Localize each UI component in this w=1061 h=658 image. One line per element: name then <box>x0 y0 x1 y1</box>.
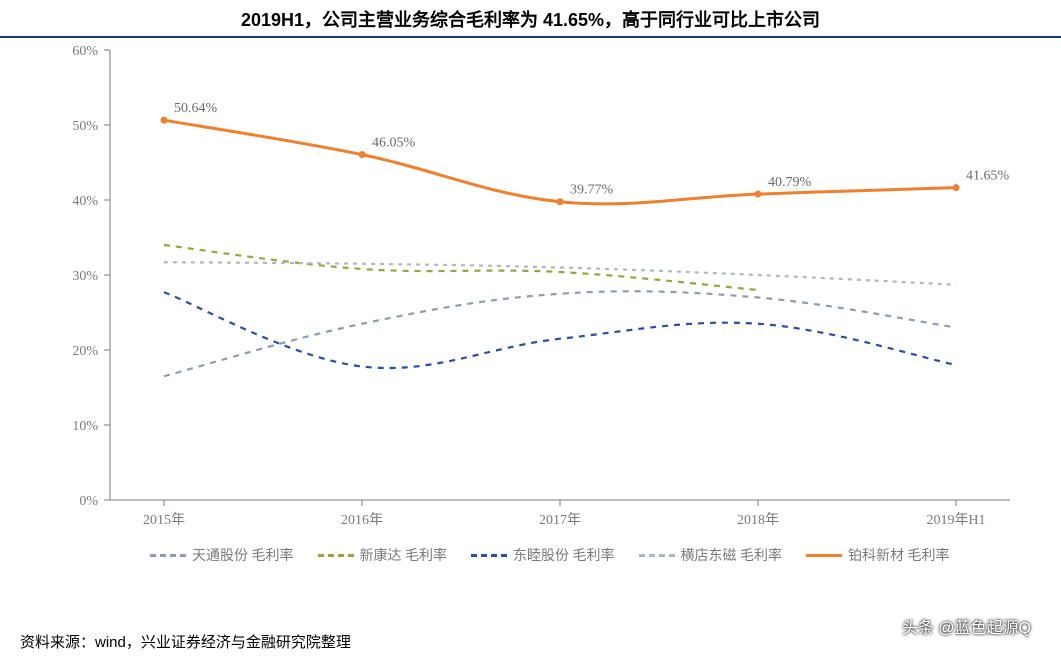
series-line <box>164 262 956 285</box>
svg-text:10%: 10% <box>72 419 98 434</box>
svg-text:2018年: 2018年 <box>737 512 779 528</box>
page-title: 2019H1，公司主营业务综合毛利率为 41.65%，高于同行业可比上市公司 <box>0 0 1061 38</box>
svg-text:2016年: 2016年 <box>341 512 383 528</box>
svg-text:20%: 20% <box>72 344 98 359</box>
legend-item: 天通股份 毛利率 <box>150 545 294 565</box>
legend-item: 铂科新材 毛利率 <box>806 545 950 565</box>
watermark: 头条 @蓝色起源Q <box>902 614 1031 638</box>
series-line <box>164 120 956 204</box>
legend: 天通股份 毛利率 新康达 毛利率 东睦股份 毛利率 横店东磁 毛利率 铂科新材 毛利率 <box>150 545 950 565</box>
svg-text:50%: 50% <box>72 119 98 134</box>
chart-container: 0% 10% 20% 30% 40% 50% 60% 2015年 2016年 2017年 2018年… <box>40 40 1020 580</box>
legend-item: 横店东磁 毛利率 <box>639 545 783 565</box>
svg-text:40.79%: 40.79% <box>768 175 812 190</box>
series-line <box>164 292 956 368</box>
legend-swatch <box>639 554 675 557</box>
svg-text:2017年: 2017年 <box>539 512 581 528</box>
svg-text:41.65%: 41.65% <box>966 169 1010 184</box>
series-line <box>164 291 956 376</box>
svg-text:46.05%: 46.05% <box>372 136 416 151</box>
legend-item: 东睦股份 毛利率 <box>471 545 615 565</box>
svg-text:40%: 40% <box>72 194 98 209</box>
legend-label: 新康达 毛利率 <box>360 545 448 565</box>
legend-swatch <box>150 554 186 557</box>
legend-item: 新康达 毛利率 <box>318 545 448 565</box>
svg-text:2019年H1: 2019年H1 <box>926 512 985 528</box>
line-chart: 0% 10% 20% 30% 40% 50% 60% 2015年 2016年 2017年 2018年… <box>40 40 1020 580</box>
source-line: 资料来源：wind，兴业证券经济与金融研究院整理 <box>20 631 351 652</box>
legend-label: 天通股份 毛利率 <box>192 545 294 565</box>
legend-label: 横店东磁 毛利率 <box>681 545 783 565</box>
svg-text:39.77%: 39.77% <box>570 183 614 198</box>
legend-swatch <box>806 554 842 557</box>
svg-text:30%: 30% <box>72 269 98 284</box>
legend-label: 铂科新材 毛利率 <box>848 545 950 565</box>
svg-text:0%: 0% <box>79 494 98 509</box>
legend-swatch <box>471 554 507 557</box>
svg-text:50.64%: 50.64% <box>174 101 218 116</box>
series-line <box>164 245 758 290</box>
legend-label: 东睦股份 毛利率 <box>513 545 615 565</box>
svg-text:2015年: 2015年 <box>143 512 185 528</box>
svg-text:60%: 60% <box>72 44 98 59</box>
legend-swatch <box>318 554 354 557</box>
